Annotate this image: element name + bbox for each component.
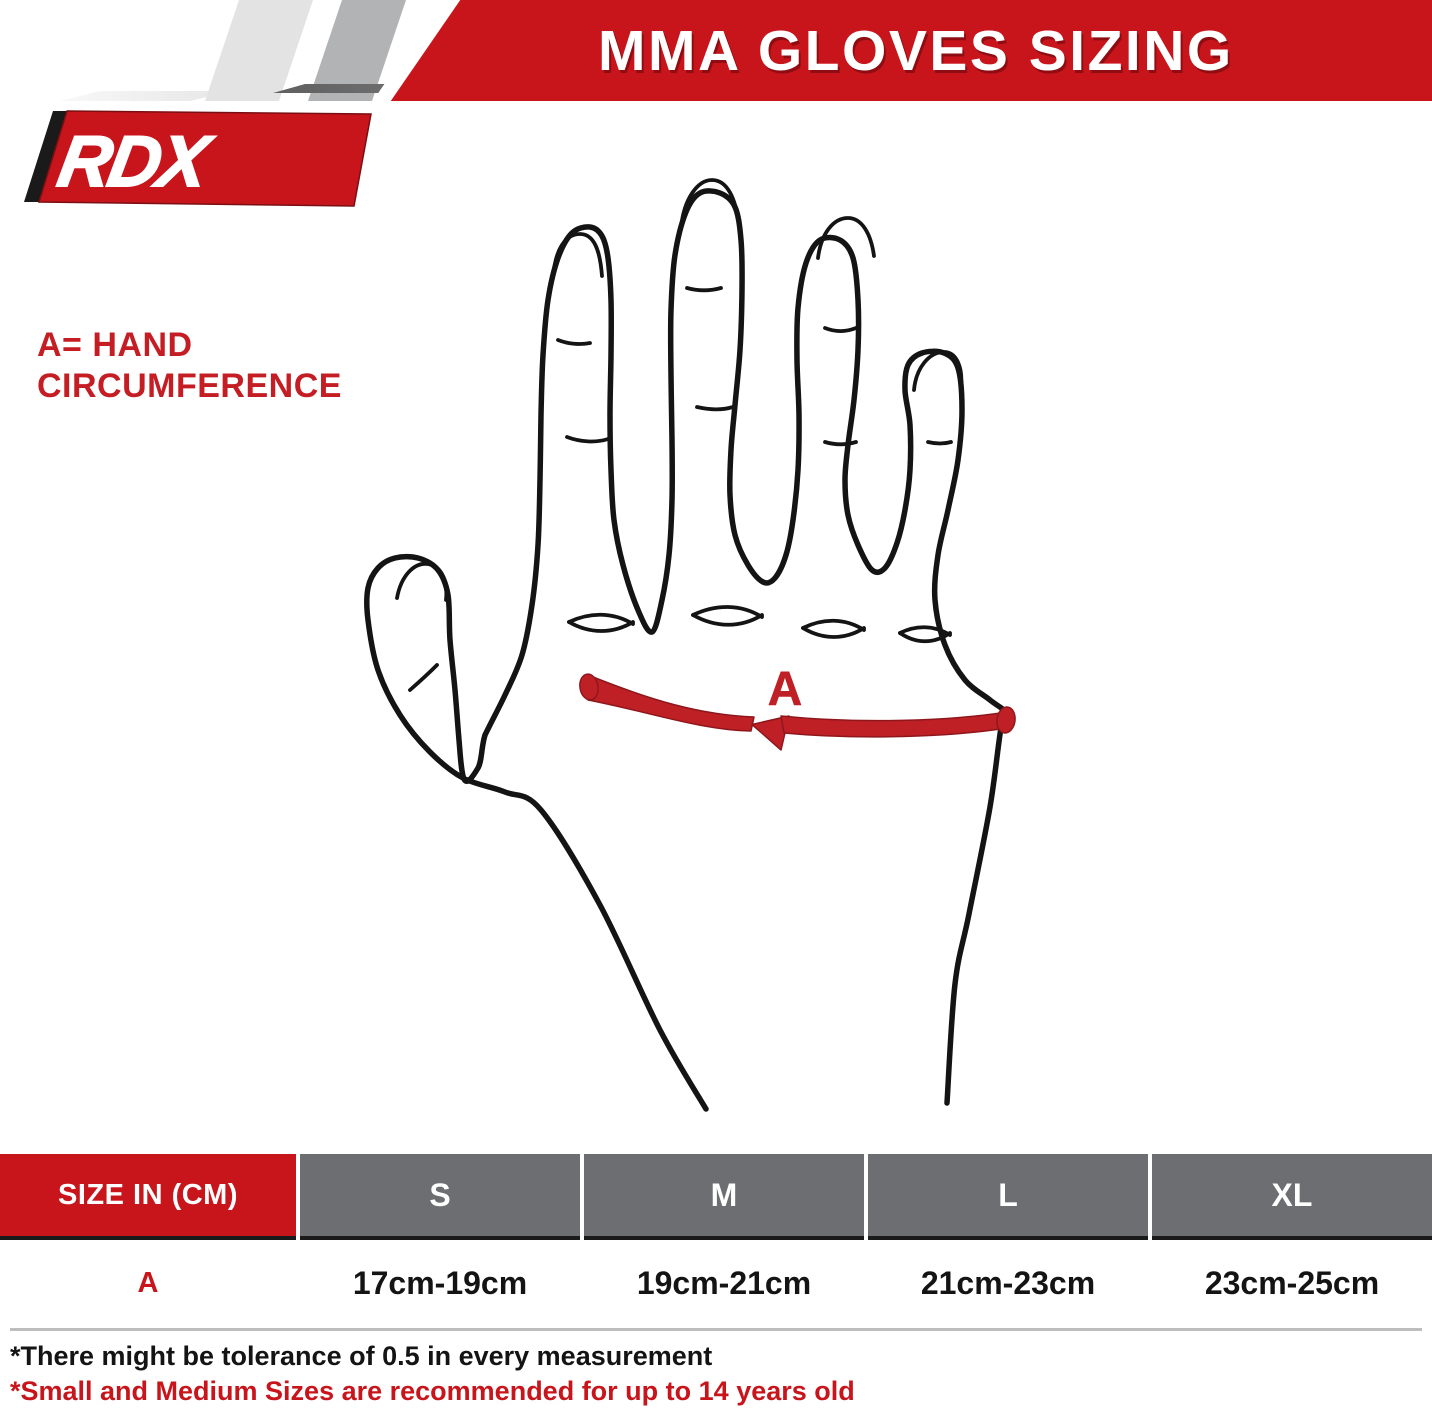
- svg-text:A: A: [768, 663, 803, 716]
